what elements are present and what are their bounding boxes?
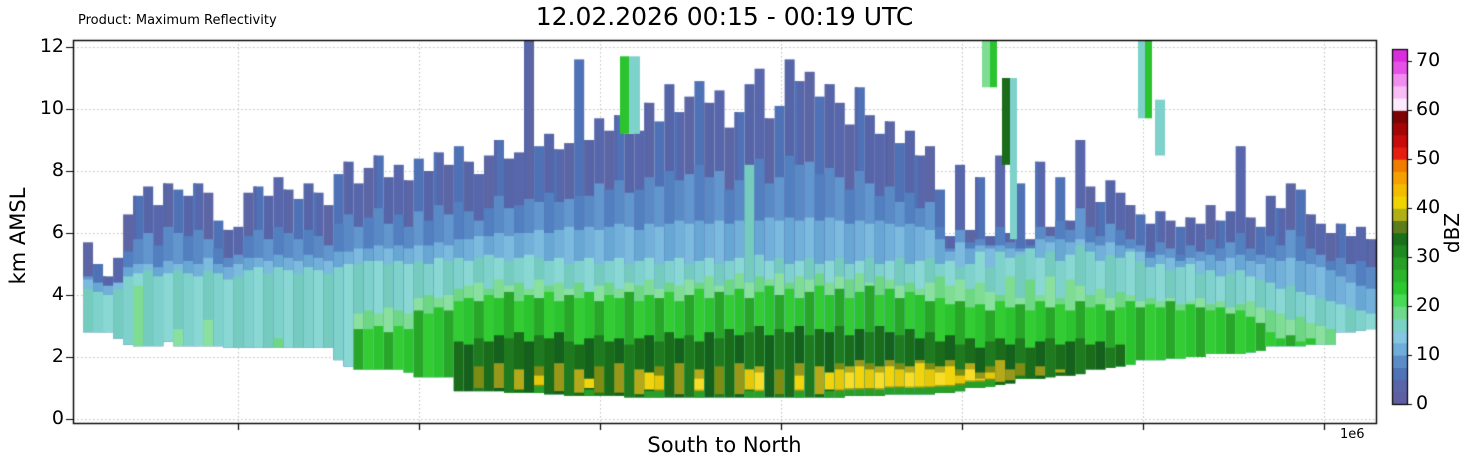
- y-tick-label-8: 8: [51, 159, 64, 181]
- colorbar-tick-0: 0: [1416, 392, 1429, 414]
- colorbar-tick-40: 40: [1416, 196, 1441, 218]
- product-label: Product: Maximum Reflectivity: [78, 13, 277, 28]
- y-tick-label-10: 10: [39, 97, 64, 119]
- colorbar-tick-70: 70: [1416, 49, 1441, 71]
- colorbar-tick-50: 50: [1416, 147, 1441, 169]
- y-tick-label-2: 2: [51, 345, 64, 367]
- x-axis-label: South to North: [647, 433, 802, 457]
- chart-title: 12.02.2026 00:15 - 00:19 UTC: [535, 2, 914, 31]
- y-tick-label-12: 12: [39, 35, 64, 57]
- colorbar-tick-10: 10: [1416, 343, 1441, 365]
- y-tick-label-6: 6: [51, 221, 64, 243]
- colorbar-tick-20: 20: [1416, 294, 1441, 316]
- colorbar-tick-60: 60: [1416, 98, 1441, 120]
- y-tick-label-4: 4: [51, 283, 64, 305]
- y-tick-label-0: 0: [51, 407, 64, 429]
- x-axis-offset-label: 1e6: [1340, 427, 1365, 442]
- colorbar-label: dBZ: [1440, 212, 1464, 254]
- colorbar-tick-30: 30: [1416, 245, 1441, 267]
